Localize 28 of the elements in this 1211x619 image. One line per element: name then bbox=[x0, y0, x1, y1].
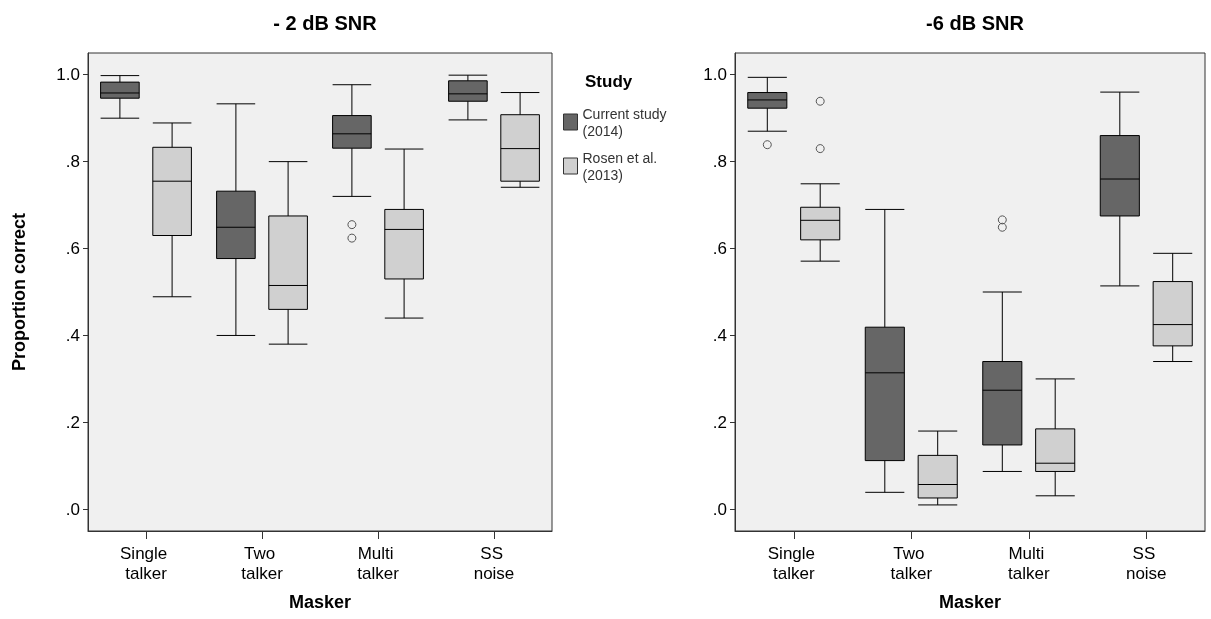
x-tick-label: Multi talker bbox=[357, 543, 400, 583]
legend-label: Rosen et al. (2013) bbox=[582, 149, 662, 183]
x-axis-title: Masker bbox=[288, 592, 352, 612]
y-tick-label: .4 bbox=[65, 325, 80, 345]
y-tick-label: .8 bbox=[712, 152, 727, 172]
y-tick-label: .6 bbox=[65, 239, 80, 259]
legend-label: Current study (2014) bbox=[582, 105, 671, 139]
y-tick-label: .2 bbox=[65, 412, 80, 432]
x-tick-label: SS noise bbox=[1125, 543, 1167, 583]
y-tick-label: .4 bbox=[712, 325, 727, 345]
x-tick-label: Two talker bbox=[890, 543, 933, 583]
x-tick-label: Single talker bbox=[120, 543, 172, 583]
x-tick-label: Multi talker bbox=[1007, 543, 1050, 583]
legend-title: Study bbox=[585, 72, 633, 91]
y-tick-label: .6 bbox=[712, 239, 727, 259]
x-axis-title: Masker bbox=[938, 592, 1002, 612]
y-tick-label: .2 bbox=[712, 412, 727, 432]
x-tick-label: SS noise bbox=[473, 543, 515, 583]
chart-title: -6 dB SNR bbox=[926, 12, 1025, 34]
x-tick-label: Single talker bbox=[767, 543, 820, 583]
y-tick-label: 1.0 bbox=[56, 65, 80, 85]
y-axis-title: Proportion correct bbox=[9, 212, 29, 372]
y-tick-label: .0 bbox=[712, 499, 727, 519]
y-tick-label: 1.0 bbox=[703, 65, 727, 85]
y-tick-label: .0 bbox=[65, 499, 80, 519]
y-tick-label: .8 bbox=[65, 152, 80, 172]
x-tick-label: Two talker bbox=[241, 543, 284, 583]
chart-title: - 2 dB SNR bbox=[273, 12, 378, 34]
